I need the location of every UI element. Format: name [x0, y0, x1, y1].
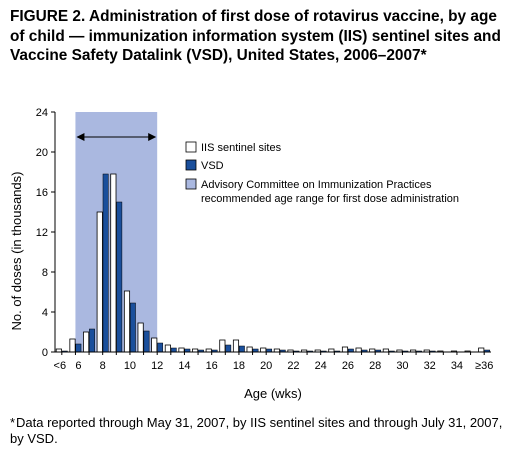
figure-title: FIGURE 2. Administration of first dose o… [10, 8, 501, 64]
bar-iis-22 [355, 347, 362, 353]
x-tick-label-9: 14 [178, 360, 190, 372]
x-tick-label-15: 20 [260, 360, 272, 372]
legend-swatch-vsd [185, 159, 197, 171]
legend: IIS sentinel sites VSD Advisory Committee … [185, 141, 459, 205]
x-tick-label-7: 12 [151, 360, 163, 372]
x-tick-label-31: ≥36 [475, 360, 493, 372]
y-tick-label-20: 20 [36, 147, 48, 159]
bar-iis-6 [137, 322, 144, 353]
bar-iis-15 [260, 347, 267, 353]
footnote-text: Data reported through May 31, 2007, by I… [10, 415, 503, 446]
bar-iis-13 [232, 339, 240, 353]
bar-iis-12 [219, 339, 226, 353]
y-tick-label-24: 24 [36, 107, 48, 119]
bar-vsd-8 [170, 347, 177, 353]
y-ticks-group: 0 4 8 12 16 20 24 [36, 107, 55, 359]
bar-vsd-13 [238, 345, 245, 353]
range-arrow-group [76, 133, 157, 141]
x-tick-label-11: 16 [206, 360, 218, 372]
bar-iis-31 [478, 347, 485, 353]
y-tick-label-8: 8 [42, 267, 48, 279]
x-tick-label-25: 30 [396, 360, 408, 372]
bar-vsd-6 [143, 330, 150, 353]
x-axis-label: Age (wks) [244, 386, 302, 401]
bar-vsd-4 [116, 201, 123, 353]
y-tick-label-16: 16 [36, 187, 48, 199]
legend-label-acip-line1: Advisory Committee on Immunization Pract… [201, 179, 432, 191]
legend-swatch-iis [185, 141, 197, 153]
bar-iis-2 [83, 331, 90, 353]
footnote-marker: * [10, 415, 16, 430]
x-tick-label-19: 24 [315, 360, 327, 372]
x-tick-label-5: 10 [124, 360, 136, 372]
bar-vsd-7 [157, 342, 164, 353]
y-tick-label-0: 0 [42, 347, 48, 359]
x-tick-label-23: 28 [369, 360, 381, 372]
legend-swatch-acip [185, 178, 197, 190]
legend-label-iis: IIS sentinel sites [201, 142, 282, 154]
x-tick-label-3: 8 [100, 360, 106, 372]
bar-iis-4 [110, 173, 117, 353]
bar-vsd-5 [129, 302, 136, 353]
bar-iis-7 [151, 337, 158, 353]
x-tick-label-21: 26 [342, 360, 354, 372]
chart: 0 4 8 12 16 20 24 <6 6 8 10 12 14 16 18 20 22 24 26 28 30 32… [9, 107, 493, 401]
x-tick-label-1: 6 [75, 360, 81, 372]
y-axis-label: No. of doses (in thousands) [9, 172, 24, 331]
bar-vsd-1 [75, 343, 82, 353]
bar-iis-5 [123, 290, 131, 353]
bar-iis-14 [246, 346, 253, 353]
bar-iis-3 [96, 211, 103, 353]
bar-vsd-12 [225, 344, 232, 353]
bars-group [55, 173, 491, 353]
x-ticks-group: <6 6 8 10 12 14 16 18 20 22 24 26 28 30 32 34 ≥36 [54, 352, 493, 372]
bar-vsd-2 [89, 328, 95, 353]
x-tick-label-13: 18 [233, 360, 245, 372]
bar-iis-1 [69, 338, 76, 353]
bar-vsd-3 [102, 173, 109, 353]
bar-iis-9 [178, 347, 185, 353]
footnote: *Data reported through May 31, 2007, by … [10, 415, 504, 447]
x-tick-label-29: 34 [451, 360, 463, 372]
x-tick-label-27: 32 [424, 360, 436, 372]
legend-label-acip: Advisory Committee on Immunization Pract… [201, 179, 459, 205]
x-tick-label-0: <6 [54, 360, 67, 372]
legend-label-vsd: VSD [201, 160, 224, 172]
legend-label-acip-line2: recommended age range for first dose adm… [201, 193, 459, 205]
bar-iis-8 [164, 344, 171, 353]
range-arrow-right-head [148, 133, 157, 141]
bar-iis-21 [341, 346, 349, 353]
range-arrow-left-head [76, 133, 85, 141]
y-tick-label-12: 12 [36, 227, 48, 239]
y-tick-label-4: 4 [42, 307, 48, 319]
x-tick-label-17: 22 [287, 360, 299, 372]
